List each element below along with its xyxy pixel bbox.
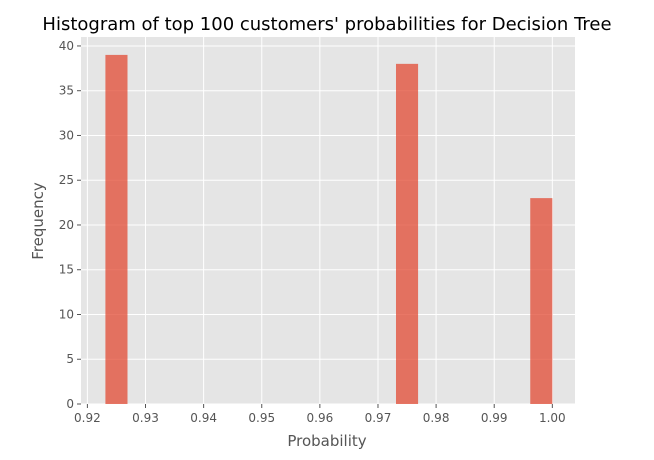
y-tick-label: 25 — [59, 173, 74, 187]
y-tick-label: 30 — [59, 128, 74, 142]
x-axis-label: Probability — [287, 432, 366, 450]
grid-lines — [81, 37, 575, 405]
y-axis-ticks: 0 5 10 15 20 25 30 35 40 — [59, 39, 81, 411]
x-tick-label: 0.98 — [423, 411, 450, 425]
histogram-bars — [105, 54, 553, 405]
x-axis-ticks: 0.92 0.93 0.94 0.95 0.96 0.97 0.98 0.99 1.00 — [74, 404, 566, 425]
x-tick-label: 1.00 — [539, 411, 566, 425]
chart-title: Histogram of top 100 customers' probabil… — [42, 14, 611, 35]
x-tick-label: 0.95 — [248, 411, 275, 425]
x-tick-label: 0.99 — [481, 411, 508, 425]
y-tick-label: 20 — [59, 218, 74, 232]
x-tick-label: 0.96 — [307, 411, 334, 425]
y-tick-label: 35 — [59, 84, 74, 98]
y-tick-label: 10 — [59, 307, 74, 321]
x-tick-label: 0.93 — [132, 411, 159, 425]
y-tick-label: 5 — [66, 352, 74, 366]
plot-background — [81, 37, 575, 404]
x-tick-label: 0.92 — [74, 411, 101, 425]
y-axis-label: Frequency — [29, 182, 47, 260]
x-tick-label: 0.97 — [365, 411, 392, 425]
y-tick-label: 0 — [66, 397, 74, 411]
y-tick-label: 15 — [59, 263, 74, 277]
histogram-bar — [105, 54, 128, 405]
y-tick-label: 40 — [59, 39, 74, 53]
x-tick-label: 0.94 — [190, 411, 217, 425]
histogram-bar — [530, 198, 553, 404]
histogram-bar — [395, 63, 419, 404]
